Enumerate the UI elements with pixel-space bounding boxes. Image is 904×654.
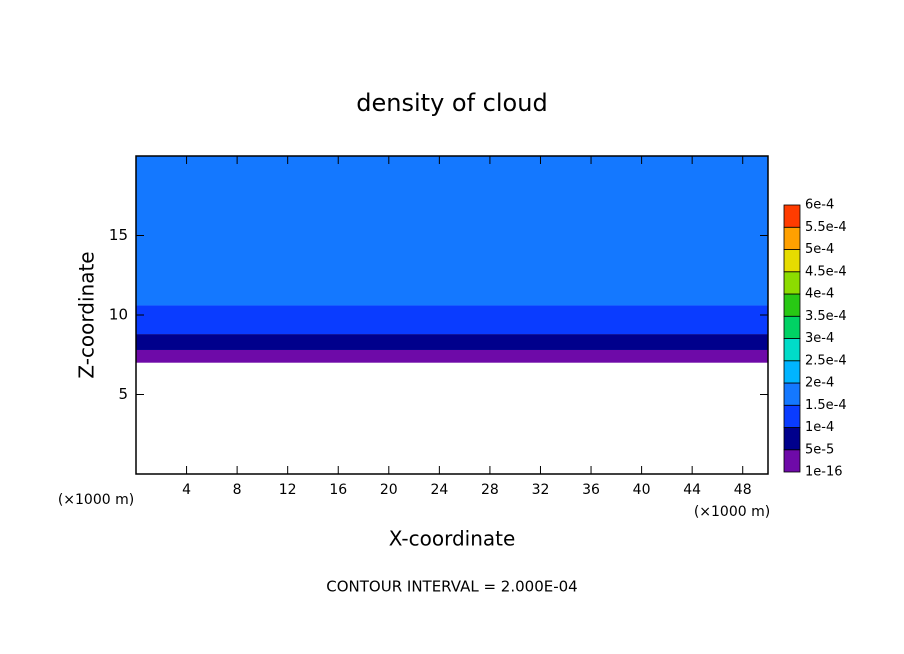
- x-tick-label: 4: [182, 482, 191, 498]
- y-axis-label: Z-coordinate: [75, 251, 99, 378]
- x-tick-label: 12: [279, 482, 297, 498]
- colorbar-label: 5.5e-4: [805, 220, 847, 235]
- colorbar-box: [783, 404, 801, 428]
- colorbar-label: 2.5e-4: [805, 353, 847, 368]
- x-tick-label: 44: [683, 482, 701, 498]
- colorbar-label: 2e-4: [805, 376, 834, 391]
- colorbar-box: [783, 427, 801, 451]
- colorbar-label: 5e-4: [805, 242, 834, 257]
- colorbar-box: [783, 204, 801, 228]
- colorbar-box: [783, 315, 801, 339]
- colorbar-label: 4e-4: [805, 287, 834, 302]
- colorbar-label: 5e-5: [805, 442, 834, 457]
- contour-band: [136, 349, 768, 363]
- contour-band: [136, 334, 768, 350]
- colorbar-label: 3e-4: [805, 331, 834, 346]
- x-tick-label: 32: [532, 482, 550, 498]
- x-tick-label: 48: [734, 482, 752, 498]
- colorbar-box: [783, 293, 801, 317]
- annotation: CONTOUR INTERVAL = 2.000E-04: [326, 578, 577, 596]
- x-axis-label: X-coordinate: [389, 527, 516, 551]
- colorbar-box: [783, 249, 801, 273]
- colorbar-box: [783, 226, 801, 250]
- colorbar-label: 3.5e-4: [805, 309, 847, 324]
- x-tick-label: 16: [329, 482, 347, 498]
- colorbar-box: [783, 449, 801, 473]
- x-tick-label: 20: [380, 482, 398, 498]
- contour-band: [136, 156, 768, 306]
- x-tick-label: 24: [430, 482, 448, 498]
- y-tick-label: 10: [109, 306, 128, 324]
- colorbar-box: [783, 271, 801, 295]
- colorbar-box: [783, 382, 801, 406]
- x-tick-label: 8: [233, 482, 242, 498]
- y-tick-label: 5: [118, 385, 128, 403]
- colorbar-box: [783, 360, 801, 384]
- colorbar-label: 1e-4: [805, 420, 834, 435]
- y-tick-label: 15: [109, 226, 128, 244]
- chart-title: density of cloud: [356, 89, 547, 117]
- colorbar-label: 4.5e-4: [805, 264, 847, 279]
- colorbar-label: 1.5e-4: [805, 398, 847, 413]
- x-tick-label: 36: [582, 482, 600, 498]
- colorbar-label: 6e-4: [805, 198, 834, 213]
- y-unit-label: (×1000 m): [58, 492, 134, 508]
- x-tick-label: 28: [481, 482, 499, 498]
- colorbar-box: [783, 338, 801, 362]
- colorbar-label: 1e-16: [805, 465, 843, 480]
- x-unit-label: (×1000 m): [694, 504, 770, 520]
- contour-band: [136, 305, 768, 335]
- x-tick-label: 40: [633, 482, 651, 498]
